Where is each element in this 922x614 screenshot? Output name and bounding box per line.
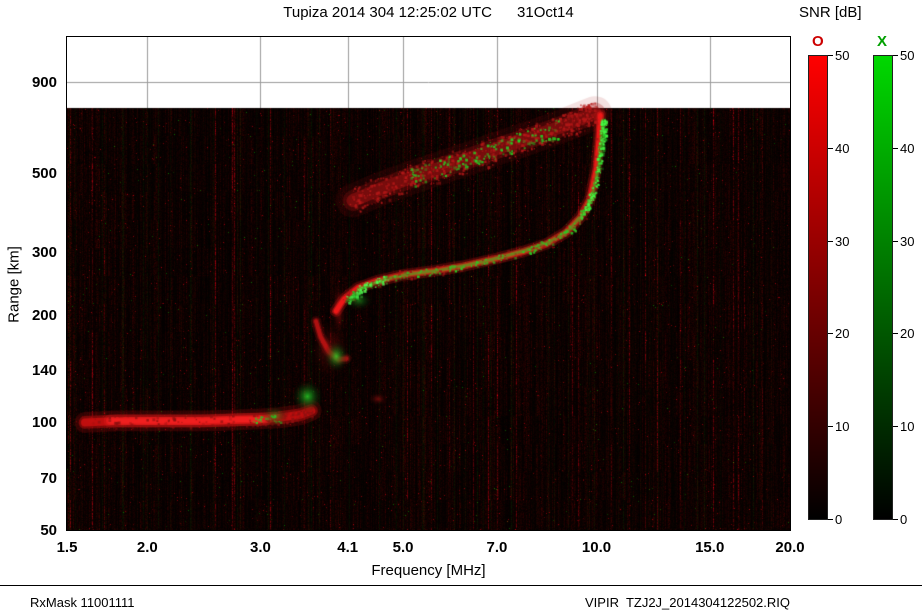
x-tick-label: 7.0 (486, 539, 508, 556)
colorbar-tick-label: 50 (835, 48, 850, 63)
colorbar-tick-mark (893, 426, 898, 428)
colorbar-tick-mark (828, 333, 833, 335)
x-tick-label: 5.0 (392, 539, 414, 556)
x-tick-label: 1.5 (56, 539, 78, 556)
y-axis-title: Range [km] (5, 246, 23, 323)
y-tick-label: 50 (40, 522, 57, 539)
plot-frame (66, 36, 791, 531)
x-tick-label: 3.0 (250, 539, 271, 556)
colorbar-x-label: X (877, 33, 888, 50)
colorbar-tick-mark (893, 519, 898, 520)
colorbar-tick-mark (893, 240, 898, 242)
footer-divider (0, 585, 922, 586)
x-tick-label: 2.0 (136, 539, 158, 556)
colorbar-tick-label: 50 (900, 48, 915, 63)
x-tick-label: 10.0 (581, 539, 612, 556)
x-axis-title: Frequency [MHz] (371, 562, 486, 579)
x-tick-label: 15.0 (695, 539, 725, 556)
y-tick-label: 900 (31, 73, 57, 91)
y-tick-label: 140 (31, 362, 57, 380)
colorbar-tick-mark (828, 147, 833, 149)
colorbar-tick-mark (828, 519, 833, 520)
colorbar-tick-label: 30 (900, 233, 915, 249)
y-tick-label: 70 (40, 469, 57, 487)
colorbar-tick-label: 40 (900, 140, 915, 156)
x-tick-label: 4.1 (337, 539, 359, 556)
colorbar-tick-mark (828, 55, 833, 56)
colorbar-tick-label: 0 (900, 512, 908, 527)
colorbar-tick-label: 30 (835, 233, 850, 249)
x-tick-label: 20.0 (775, 539, 805, 556)
colorbar-tick-mark (828, 426, 833, 428)
colorbar-x-gradient (873, 55, 893, 520)
colorbar-tick-mark (893, 333, 898, 335)
data-file-label: VIPIR TZJ2J_2014304122502.RIQ (585, 595, 790, 610)
colorbar-o-label: O (812, 33, 824, 50)
colorbar-o-gradient (808, 55, 828, 520)
colorbar-tick-label: 10 (900, 419, 915, 435)
colorbar-tick-label: 40 (835, 140, 850, 156)
y-tick-label: 500 (31, 164, 57, 182)
rxmask-label: RxMask 11001111 (30, 595, 135, 610)
colorbar-tick-mark (893, 147, 898, 149)
colorbar-tick-mark (828, 240, 833, 242)
ionogram-canvas (67, 37, 790, 530)
colorbar-tick-label: 0 (835, 512, 843, 527)
colorbar-tick-label: 20 (835, 326, 850, 342)
y-tick-label: 300 (31, 244, 57, 262)
y-tick-label: 200 (31, 306, 57, 324)
snr-colorbar-title: SNR [dB] (799, 4, 862, 21)
colorbar-tick-label: 10 (835, 419, 850, 435)
chart-title: Tupiza 2014 304 12:25:02 UTC 31Oct14 (283, 4, 574, 21)
y-tick-label: 100 (31, 414, 57, 432)
colorbar-tick-label: 20 (900, 326, 915, 342)
colorbar-tick-mark (893, 55, 898, 56)
